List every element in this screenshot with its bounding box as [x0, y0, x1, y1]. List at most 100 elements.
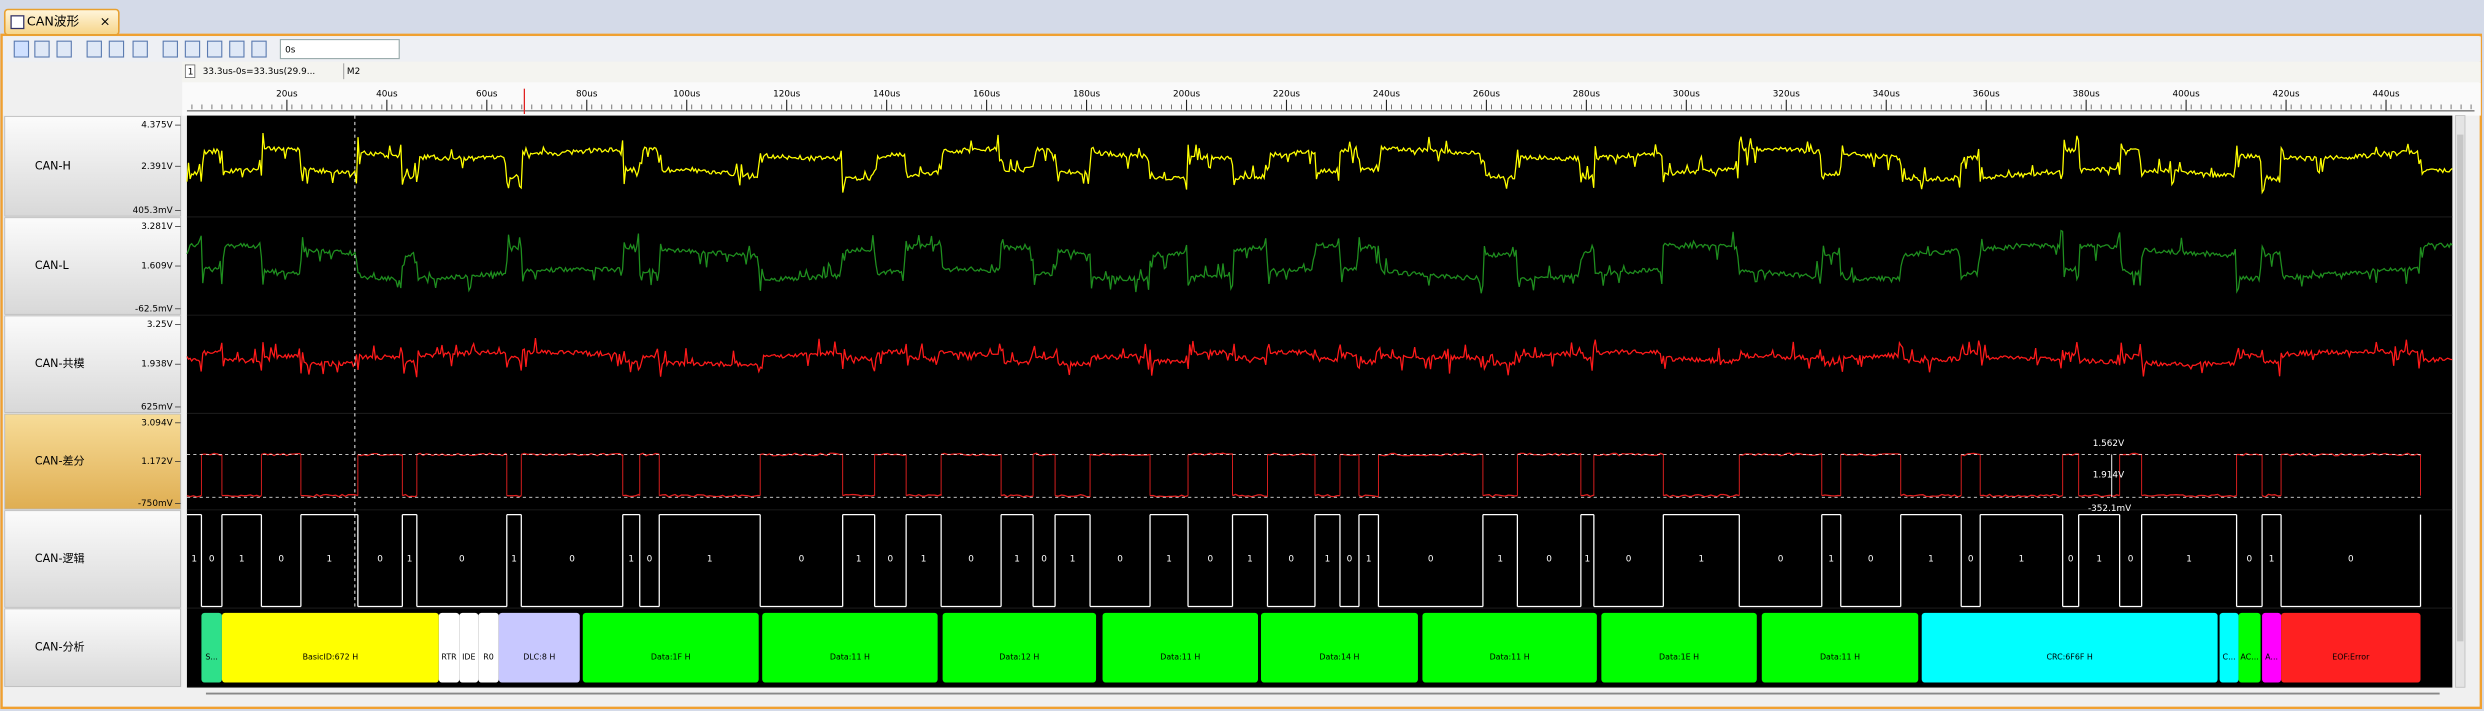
- tool-first[interactable]: [162, 40, 178, 58]
- decode-segment[interactable]: [498, 612, 580, 683]
- decode-label: Data:14 H: [1319, 653, 1359, 662]
- diff-segment: [622, 493, 641, 498]
- logic-bit-label: 1: [1366, 554, 1372, 564]
- logic-bit-label: 1: [1247, 554, 1253, 564]
- decode-label: Data:11 H: [1820, 653, 1860, 662]
- logic-bit-label: 1: [2019, 554, 2025, 564]
- x-tick-label: 180us: [1073, 90, 1101, 100]
- decode-segment[interactable]: [1601, 612, 1757, 683]
- channel-name: CAN-H: [35, 159, 71, 172]
- tab-icon: [10, 15, 25, 30]
- decode-segment[interactable]: [2238, 612, 2261, 683]
- logic-bit-label: 1: [921, 554, 927, 564]
- decode-segment[interactable]: [582, 612, 759, 683]
- decode-segment[interactable]: [2219, 612, 2239, 683]
- decode-segment[interactable]: [478, 612, 499, 683]
- logic-bit-label: 0: [1868, 554, 1874, 564]
- diff-segment: [940, 452, 1002, 457]
- logic-bit-label: 0: [1117, 554, 1123, 564]
- channel-row[interactable]: [4, 413, 181, 510]
- decode-label: A...: [2265, 653, 2278, 662]
- cursor-index-box: [184, 64, 196, 78]
- diff-segment: [905, 493, 942, 497]
- logic-bit-label: 0: [2348, 554, 2354, 564]
- dynamic-layer: 20us 40us 60us 80us 100us 120us 140us 160us 180u…: [4, 88, 2475, 688]
- tool-prev[interactable]: [184, 40, 201, 58]
- diff-segment: [1232, 493, 1269, 498]
- channel-scale-label: 625mV: [141, 402, 173, 412]
- logic-bit-label: 0: [1546, 554, 1552, 564]
- tool-hand[interactable]: [34, 40, 50, 58]
- decode-segment[interactable]: [762, 612, 938, 683]
- diff-segment: [1150, 494, 1189, 498]
- decode-segment[interactable]: [201, 612, 222, 683]
- analog-waveform: [186, 132, 2453, 195]
- channel-row[interactable]: [4, 510, 181, 608]
- decode-segment[interactable]: [1921, 612, 2218, 683]
- channel-row[interactable]: [4, 115, 181, 217]
- x-tick-label: 300us: [1673, 90, 1701, 100]
- channel-scale-label: 3.094V: [141, 418, 172, 428]
- tool-next[interactable]: [229, 40, 245, 58]
- decode-segment[interactable]: [1102, 612, 1258, 683]
- logic-bit-label: 1: [239, 554, 245, 564]
- channel-row[interactable]: [4, 315, 181, 413]
- x-tick-label: 400us: [2173, 90, 2201, 100]
- v-scroll-thumb[interactable]: [2457, 134, 2464, 642]
- decode-segment[interactable]: [1422, 612, 1597, 683]
- channel-scale-label: 1.938V: [141, 360, 172, 370]
- tab-close[interactable]: ×: [100, 14, 111, 29]
- time-input[interactable]: [279, 39, 400, 60]
- logic-bit-label: 1: [1928, 554, 1934, 564]
- diff-segment: [1593, 452, 1664, 457]
- tab[interactable]: [3, 8, 120, 36]
- channel-scale-label: 3.25V: [147, 320, 173, 330]
- waveform-area: [186, 115, 2453, 688]
- tool-zoom[interactable]: [56, 40, 72, 58]
- x-tick-label: 340us: [1873, 90, 1901, 100]
- diff-segment: [201, 452, 223, 456]
- decode-segment[interactable]: [1761, 612, 1919, 683]
- decode-segment[interactable]: [438, 612, 460, 683]
- decode-segment[interactable]: [459, 612, 479, 683]
- tool-measure[interactable]: [132, 40, 148, 58]
- logic-bit-label: 0: [1207, 554, 1213, 564]
- channel-scale-label: -750mV: [138, 499, 173, 509]
- channel-row[interactable]: [4, 217, 181, 315]
- diff-segment: [186, 495, 202, 498]
- decode-segment[interactable]: [1260, 612, 1418, 683]
- decode-segment[interactable]: [942, 612, 1097, 683]
- logic-bit-label: 0: [1347, 554, 1353, 564]
- cursor-marker: M2: [347, 67, 360, 77]
- diff-segment: [300, 493, 359, 498]
- diff-segment: [221, 494, 262, 498]
- decode-label: Data:11 H: [1160, 653, 1200, 662]
- decode-segment[interactable]: [2281, 612, 2421, 683]
- x-tick-label: 40us: [376, 90, 398, 100]
- tool-last[interactable]: [251, 40, 267, 58]
- diff-segment: [842, 493, 876, 497]
- logic-bit-label: 1: [327, 554, 333, 564]
- diff-segment: [1000, 494, 1034, 498]
- decode-segment[interactable]: [221, 612, 439, 683]
- time-input-text: 0s: [285, 45, 296, 55]
- logic-bit-label: 0: [278, 554, 284, 564]
- diff-segment: [1358, 494, 1380, 498]
- diff-segment: [2261, 493, 2282, 498]
- time-ruler: [182, 82, 2481, 116]
- channel-row[interactable]: [4, 608, 181, 687]
- tool-select[interactable]: [13, 40, 30, 58]
- x-tick-label: 80us: [576, 90, 598, 100]
- logic-bit-label: 0: [2247, 554, 2253, 564]
- diff-segment: [402, 493, 418, 498]
- cursor-info: 33.3us-0s=33.3us(29.9...: [203, 67, 315, 77]
- tool-pulse[interactable]: [86, 40, 102, 58]
- x-tick-label: 360us: [1973, 90, 2001, 100]
- tool-up[interactable]: [206, 40, 223, 58]
- logic-bit-label: 1: [2186, 554, 2192, 564]
- analog-waveform: [186, 338, 2453, 378]
- diff-segment: [1821, 494, 1841, 497]
- tool-pulse2[interactable]: [108, 40, 125, 58]
- channel-scale-label: 1.609V: [141, 262, 172, 272]
- decode-segment[interactable]: [2262, 612, 2282, 683]
